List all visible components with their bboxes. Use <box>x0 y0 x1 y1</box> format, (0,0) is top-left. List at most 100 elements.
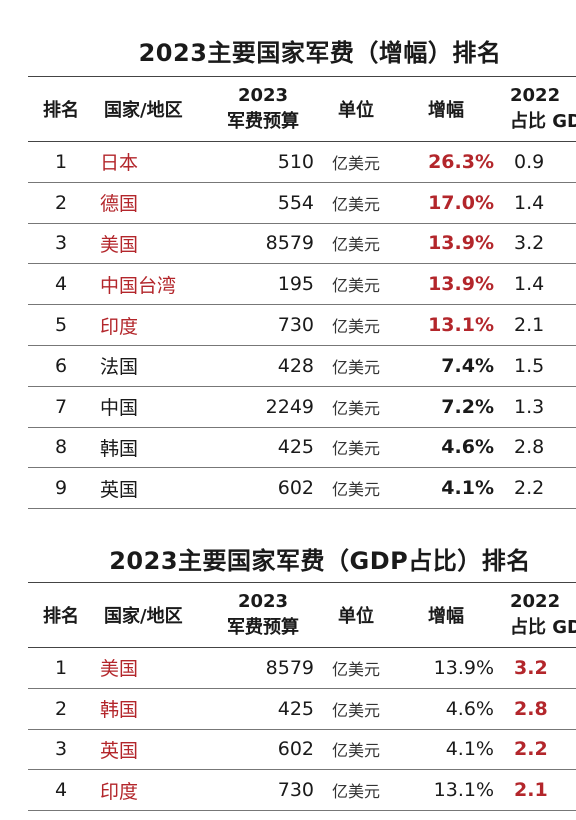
header-budget-label: 军费预算 <box>227 616 299 638</box>
country-cell: 日本 <box>100 152 139 175</box>
rank-cell: 4 <box>54 779 68 802</box>
header-gdp-year: 2022 <box>510 84 561 106</box>
rank-cell: 2 <box>54 191 68 214</box>
table-top-rule <box>28 76 576 77</box>
table-row: 3 美国 8579 亿美元 13.9% 3.2 <box>28 224 576 265</box>
rank-cell: 1 <box>54 150 68 173</box>
increase-cell: 4.1% <box>445 738 494 761</box>
budget-cell: 602 <box>277 477 314 500</box>
rank-cell: 7 <box>54 395 68 418</box>
header-unit: 单位 <box>338 605 374 627</box>
table-top-rule <box>28 582 576 583</box>
gdp-share-cell: 1.4 <box>514 191 545 214</box>
increase-cell: 7.2% <box>441 395 494 418</box>
budget-cell: 730 <box>277 314 314 337</box>
header-budget-label: 军费预算 <box>227 110 299 132</box>
table-row: 1 日本 510 亿美元 26.3% 0.9 <box>28 142 576 183</box>
gdp-share-cell: 1.4 <box>514 273 545 296</box>
country-cell: 法国 <box>100 356 139 379</box>
country-cell: 中国 <box>100 397 139 420</box>
increase-cell: 26.3% <box>428 150 494 173</box>
table-row: 7 中国 2249 亿美元 7.2% 1.3 <box>28 387 576 428</box>
table-row: 5 印度 730 亿美元 13.1% 2.1 <box>28 305 576 346</box>
header-rank: 排名 <box>43 605 79 627</box>
gdp-share-cell: 2.2 <box>514 477 545 500</box>
rank-cell: 3 <box>54 232 68 255</box>
budget-cell: 510 <box>277 150 314 173</box>
country-cell: 韩国 <box>100 699 139 722</box>
gdp-ranking-body: 1 美国 8579 亿美元 13.9% 3.2 2 韩国 425 亿美元 4.6% 2.8 3 英国 602… <box>28 648 576 812</box>
table-row: 4 中国台湾 195 亿美元 13.9% 1.4 <box>28 264 576 306</box>
header-increase: 增幅 <box>428 605 464 627</box>
unit-cell: 亿美元 <box>332 194 381 214</box>
unit-cell: 亿美元 <box>332 276 381 296</box>
rank-cell: 5 <box>54 314 68 337</box>
rank-cell: 6 <box>54 354 68 377</box>
unit-cell: 亿美元 <box>332 782 381 802</box>
header-gdp-label: 占比 GD <box>510 110 576 132</box>
gdp-share-cell: 2.8 <box>514 697 548 720</box>
budget-cell: 195 <box>277 273 314 296</box>
header-gdp: 2022 占比 GD <box>510 582 576 647</box>
increase-ranking-body: 1 日本 510 亿美元 26.3% 0.9 2 德国 554 亿美元 17.0% 1.4 3 美国 857… <box>28 142 576 510</box>
rank-cell: 4 <box>54 273 68 296</box>
header-unit: 单位 <box>338 99 374 121</box>
gdp-share-cell: 3.2 <box>514 232 545 255</box>
country-cell: 韩国 <box>100 437 139 460</box>
rank-cell: 9 <box>54 477 68 500</box>
header-rank: 排名 <box>43 99 79 121</box>
table-header-row: 排名 国家/地区 2023 军费预算 单位 增幅 2022 占比 GD <box>28 76 576 142</box>
table-row: 9 英国 602 亿美元 4.1% 2.2 <box>28 468 576 510</box>
increase-cell: 7.4% <box>441 354 494 377</box>
increase-ranking-title: 2023主要国家军费（增幅）排名 <box>138 39 502 67</box>
budget-cell: 428 <box>277 354 314 377</box>
unit-cell: 亿美元 <box>332 235 381 255</box>
budget-cell: 730 <box>277 779 314 802</box>
country-cell: 中国台湾 <box>100 274 177 297</box>
country-cell: 印度 <box>100 315 139 338</box>
country-cell: 美国 <box>100 233 139 256</box>
rank-cell: 2 <box>54 697 68 720</box>
table-row: 8 韩国 425 亿美元 4.6% 2.8 <box>28 428 576 469</box>
rank-cell: 8 <box>54 436 68 459</box>
budget-cell: 425 <box>277 697 314 720</box>
rank-cell: 1 <box>54 656 68 679</box>
gdp-share-cell: 3.2 <box>514 656 548 679</box>
gdp-ranking-title: 2023主要国家军费（GDP占比）排名 <box>109 547 531 575</box>
gdp-share-cell: 1.3 <box>514 395 545 418</box>
country-cell: 德国 <box>100 193 139 216</box>
unit-cell: 亿美元 <box>332 439 381 459</box>
rank-cell: 3 <box>54 738 68 761</box>
unit-cell: 亿美元 <box>332 357 381 377</box>
increase-cell: 17.0% <box>428 191 494 214</box>
table-row: 2 韩国 425 亿美元 4.6% 2.8 <box>28 689 576 730</box>
table-row: 2 德国 554 亿美元 17.0% 1.4 <box>28 183 576 224</box>
increase-cell: 4.6% <box>441 436 494 459</box>
table-row: 3 英国 602 亿美元 4.1% 2.2 <box>28 730 576 771</box>
unit-cell: 亿美元 <box>332 741 381 761</box>
header-budget-year: 2023 <box>237 590 289 612</box>
country-cell: 印度 <box>100 780 139 803</box>
header-gdp-label: 占比 GD <box>510 616 576 638</box>
budget-cell: 602 <box>277 738 314 761</box>
gdp-share-cell: 0.9 <box>514 150 545 173</box>
header-gdp: 2022 占比 GD <box>510 76 576 141</box>
gdp-share-cell: 1.5 <box>514 354 545 377</box>
gdp-share-cell: 2.1 <box>514 779 548 802</box>
header-country: 国家/地区 <box>104 99 183 121</box>
unit-cell: 亿美元 <box>332 398 381 418</box>
increase-cell: 4.1% <box>441 477 494 500</box>
header-budget: 2023 军费预算 <box>218 76 308 141</box>
gdp-share-cell: 2.2 <box>514 738 548 761</box>
increase-cell: 13.1% <box>433 779 494 802</box>
gdp-share-cell: 2.1 <box>514 314 545 337</box>
header-budget: 2023 军费预算 <box>218 582 308 647</box>
unit-cell: 亿美元 <box>332 480 381 500</box>
unit-cell: 亿美元 <box>332 317 381 337</box>
increase-cell: 13.9% <box>433 656 494 679</box>
gdp-share-cell: 2.8 <box>514 436 545 459</box>
unit-cell: 亿美元 <box>332 153 381 173</box>
table-row: 1 美国 8579 亿美元 13.9% 3.2 <box>28 648 576 689</box>
country-cell: 美国 <box>100 658 139 681</box>
table-row: 6 法国 428 亿美元 7.4% 1.5 <box>28 346 576 387</box>
